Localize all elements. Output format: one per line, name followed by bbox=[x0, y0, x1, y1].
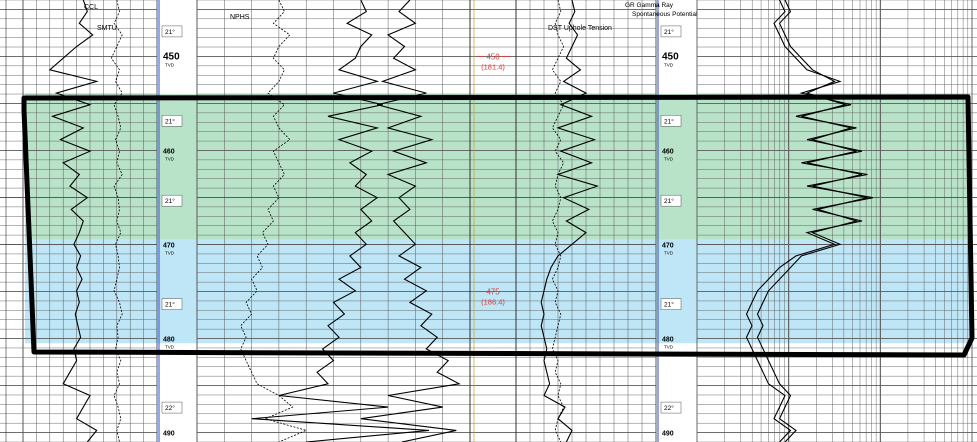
left-inclination-box bbox=[161, 25, 183, 38]
right-depth-unit: TVD bbox=[664, 345, 674, 350]
left-inclination-box bbox=[161, 115, 183, 127]
header-layer: CCL SMTU NPHS GR Gamma Ray Spontaneous P… bbox=[84, 2, 698, 32]
left-inclination-label: 21° bbox=[165, 117, 175, 125]
marker-depth-sub: (186.4) bbox=[481, 298, 505, 307]
right-inclination-box bbox=[660, 25, 682, 38]
marker-depth-label: 475 bbox=[486, 288, 500, 297]
selection-outline[interactable] bbox=[21, 94, 975, 358]
left-inclination-box bbox=[161, 194, 183, 207]
left-inclination-label: 21° bbox=[165, 197, 175, 205]
left-depth-label: 460 bbox=[163, 148, 175, 155]
marker-depth-sub: (181.4) bbox=[481, 62, 505, 71]
marker-depth-label: 450 bbox=[486, 52, 500, 61]
left-inclination-box bbox=[161, 298, 183, 310]
right-inclination-box bbox=[660, 115, 682, 127]
curve-track1-1 bbox=[110, 0, 123, 442]
track4-curve-label-sp: Spontaneous Potential bbox=[632, 11, 698, 18]
right-inclination-box bbox=[660, 401, 682, 414]
right-inclination-label: 21° bbox=[664, 197, 674, 205]
left-depth-label: 450 bbox=[163, 51, 180, 62]
right-depth-label: 490 bbox=[662, 431, 674, 438]
right-depth-label: 470 bbox=[662, 243, 674, 250]
right-inclination-box bbox=[660, 194, 682, 207]
right-depth-unit: TVD bbox=[664, 156, 674, 161]
curve-track4-6 bbox=[551, 0, 565, 442]
curve-layer bbox=[48, 0, 874, 442]
depth-marker-layer: 450(181.4) 475(186.4) bbox=[477, 52, 509, 307]
right-depth-unit: TVD bbox=[664, 251, 674, 256]
left-depth-label: 480 bbox=[163, 337, 175, 344]
curve-track1-0 bbox=[48, 0, 99, 442]
left-depth-label: 490 bbox=[163, 431, 175, 438]
right-inclination-label: 21° bbox=[664, 117, 674, 125]
right-depth-label: 480 bbox=[662, 337, 674, 344]
left-depth-label: 470 bbox=[163, 243, 175, 250]
right-depth-unit: TVD bbox=[664, 62, 674, 67]
right-inclination-label: 21° bbox=[664, 301, 674, 309]
curve-track2-3 bbox=[360, 0, 461, 442]
right-inclination-label: 21° bbox=[664, 28, 674, 36]
right-inclination-box bbox=[660, 298, 682, 310]
track4-curve-label-gr: GR Gamma Ray bbox=[625, 2, 674, 9]
right-inclination-label: 22° bbox=[664, 404, 674, 412]
curve-track5-7 bbox=[745, 0, 874, 442]
curve-track4-5 bbox=[540, 0, 600, 442]
left-depth-unit: TVD bbox=[165, 156, 175, 161]
left-inclination-label: 21° bbox=[165, 28, 175, 36]
left-inclination-label: 21° bbox=[165, 301, 175, 309]
track1-curve-label-ccl: CCL bbox=[84, 4, 98, 11]
track4-curve-label-tension: DST Uphole Tension bbox=[548, 25, 612, 32]
right-depth-label: 460 bbox=[662, 148, 674, 155]
left-depth-unit: TVD bbox=[165, 62, 175, 67]
depth-track-layer: 450TVD460TVD470TVD480TVD49021°21°21°21°2… bbox=[161, 25, 682, 438]
track1-curve-label-smtu: SMTU bbox=[97, 25, 117, 32]
right-depth-label: 450 bbox=[662, 51, 679, 62]
left-depth-unit: TVD bbox=[165, 345, 175, 350]
left-inclination-box bbox=[161, 401, 183, 414]
curve-track2-4 bbox=[240, 0, 308, 442]
track2-curve-label-nphs: NPHS bbox=[230, 14, 250, 21]
curve-track5-8 bbox=[756, 0, 868, 442]
curve-track2-2 bbox=[251, 0, 430, 442]
left-inclination-label: 22° bbox=[165, 404, 175, 412]
left-depth-unit: TVD bbox=[165, 251, 175, 256]
